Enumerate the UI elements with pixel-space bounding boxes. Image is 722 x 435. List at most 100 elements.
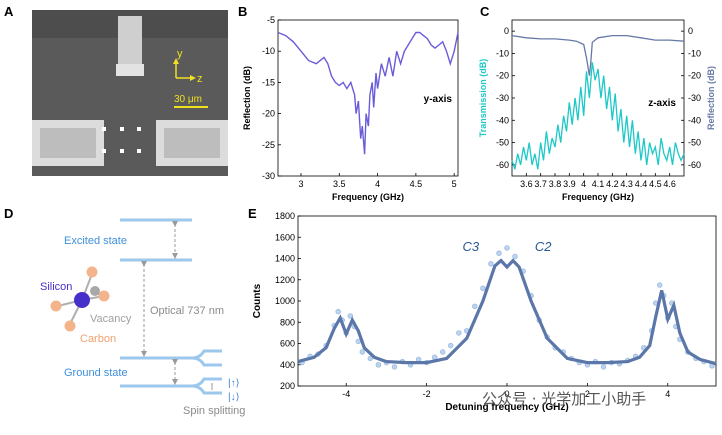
y-right-tick-label: -60 (688, 160, 701, 170)
x-tick-label: 4.4 (635, 179, 648, 189)
x-tick-label: 4.2 (606, 179, 619, 189)
x-tick-label: 0 (504, 389, 509, 399)
data-point (496, 250, 502, 256)
x-tick-label: 5 (452, 179, 457, 189)
panel-e-label: E (248, 206, 257, 221)
y-tick-label: 1400 (275, 254, 295, 264)
spin-branch-up (191, 349, 222, 360)
sem-right-electrode-inner (164, 128, 220, 158)
silicon-label: Silicon (40, 281, 72, 293)
series-line-reflection (511, 34, 685, 76)
sem-dot (102, 127, 106, 131)
panel-c-label: C (480, 4, 490, 19)
y-tick-label: 0 (504, 26, 509, 36)
carbon-atom (98, 290, 110, 302)
annotation-label: z-axis (648, 98, 676, 109)
panel-b-label: B (238, 4, 247, 19)
y-tick-label: 200 (280, 381, 295, 391)
x-axis-label: Frequency (GHz) (332, 192, 404, 202)
excited-state-label: Excited state (64, 235, 127, 247)
carbon-atom (64, 320, 76, 332)
axis-arrowhead-y-icon (173, 58, 179, 64)
x-tick-label: 3.5 (333, 179, 346, 189)
data-point (391, 364, 398, 370)
y-right-tick-label: -20 (688, 71, 701, 81)
panel-d-label: D (4, 206, 13, 221)
sem-left-electrode-inner (40, 128, 96, 158)
series-line-y-axis (277, 31, 459, 155)
data-point (375, 362, 382, 368)
carbon-atom (86, 266, 98, 278)
y-axis-label: Reflection (dB) (242, 66, 252, 130)
x-tick-label: -4 (342, 389, 350, 399)
x-tick-label: 4.5 (649, 179, 662, 189)
chart-e: E -4 -2 0 2 4 200 400 600 800 1000 1200 1400 1600 180… (248, 206, 717, 413)
x-tick-label: 2 (585, 389, 590, 399)
carbon-label: Carbon (80, 333, 116, 345)
y-tick-label: -25 (262, 140, 275, 150)
plot-frame (297, 215, 717, 387)
sem-electrode-pad (116, 64, 144, 76)
axis-y-label: y (177, 48, 183, 60)
ground-state-label: Ground state (64, 367, 128, 379)
x-axis-label: Frequency (GHz) (562, 192, 634, 202)
carbon-atom (50, 300, 62, 312)
spin-branch-down (191, 356, 222, 367)
data-point (448, 342, 454, 349)
data-point (488, 261, 494, 267)
data-point (512, 253, 518, 260)
vacancy-site (90, 286, 100, 296)
sem-dot (120, 149, 124, 153)
y-right-tick-label: 0 (688, 26, 693, 36)
y-tick-label: 1200 (275, 275, 295, 285)
y-tick-label: 1800 (275, 211, 295, 221)
x-tick-label: 3.7 (534, 179, 547, 189)
y-tick-label: -30 (496, 93, 509, 103)
y-right-tick-label: -30 (688, 93, 701, 103)
series-line-transmission (511, 62, 685, 170)
y-axis-label: Transmission (dB) (478, 59, 488, 138)
data-point (359, 349, 366, 355)
chart-c: C 3.6 3.7 3.8 3.9 4 4.1 4.2 4.3 4.4 4.5 4.6 -60 -50 -… (478, 4, 716, 202)
y-tick-label: -20 (496, 71, 509, 81)
data-point (347, 313, 354, 319)
data-point (504, 245, 510, 251)
data-point (600, 364, 607, 370)
x-tick-label: 3.8 (549, 179, 562, 189)
sem-dot (120, 127, 124, 131)
x-axis-label: Detuning frequency (GHz) (445, 402, 568, 413)
data-point (456, 330, 462, 336)
y-tick-label: -60 (496, 160, 509, 170)
x-tick-label: -2 (423, 389, 431, 399)
panel-a-svg: A y z 30 μm (4, 4, 228, 176)
y-right-tick-label: -40 (688, 115, 701, 125)
spin-down-label: |↓⟩ (228, 392, 240, 403)
y-tick-label: 1000 (275, 296, 295, 306)
y-right-axis-label: Reflection (dB) (706, 66, 716, 130)
panel-c: C 3.6 3.7 3.8 3.9 4 4.1 4.2 4.3 4.4 4.5 4.6 -60 -50 -… (470, 0, 722, 210)
y-tick-label: 400 (280, 360, 295, 370)
chart-b: B 3 3.5 4 4.5 5 -30 -25 -20 -15 -10 -5 Frequency (G… (238, 4, 459, 202)
sem-dot (102, 149, 106, 153)
y-right-tick-label: -10 (688, 48, 701, 58)
y-tick-label: -20 (262, 109, 275, 119)
scale-bar-label: 30 μm (174, 94, 202, 105)
panel-b: B 3 3.5 4 4.5 5 -30 -25 -20 -15 -10 -5 Frequency (G… (232, 0, 470, 210)
plot-frame (277, 19, 459, 177)
data-point (367, 355, 374, 362)
data-point (657, 282, 663, 288)
data-point (480, 285, 486, 292)
x-tick-label: 4 (665, 389, 670, 399)
energy-level-diagram: D Excited state Ground state Optical 737… (4, 206, 245, 417)
y-tick-label: 800 (280, 317, 295, 327)
panel-a: A y z 30 μm (0, 0, 232, 182)
sem-dot (137, 127, 141, 131)
y-tick-label: -15 (262, 77, 275, 87)
sem-dot (137, 149, 141, 153)
peak-label-c3: C3 (463, 239, 480, 254)
vacancy-label: Vacancy (90, 313, 132, 325)
axis-arrowhead-z-icon (190, 75, 196, 81)
x-tick-label: 3.6 (520, 179, 533, 189)
peak-label-c2: C2 (535, 239, 552, 254)
sem-top-electrode (118, 16, 142, 72)
